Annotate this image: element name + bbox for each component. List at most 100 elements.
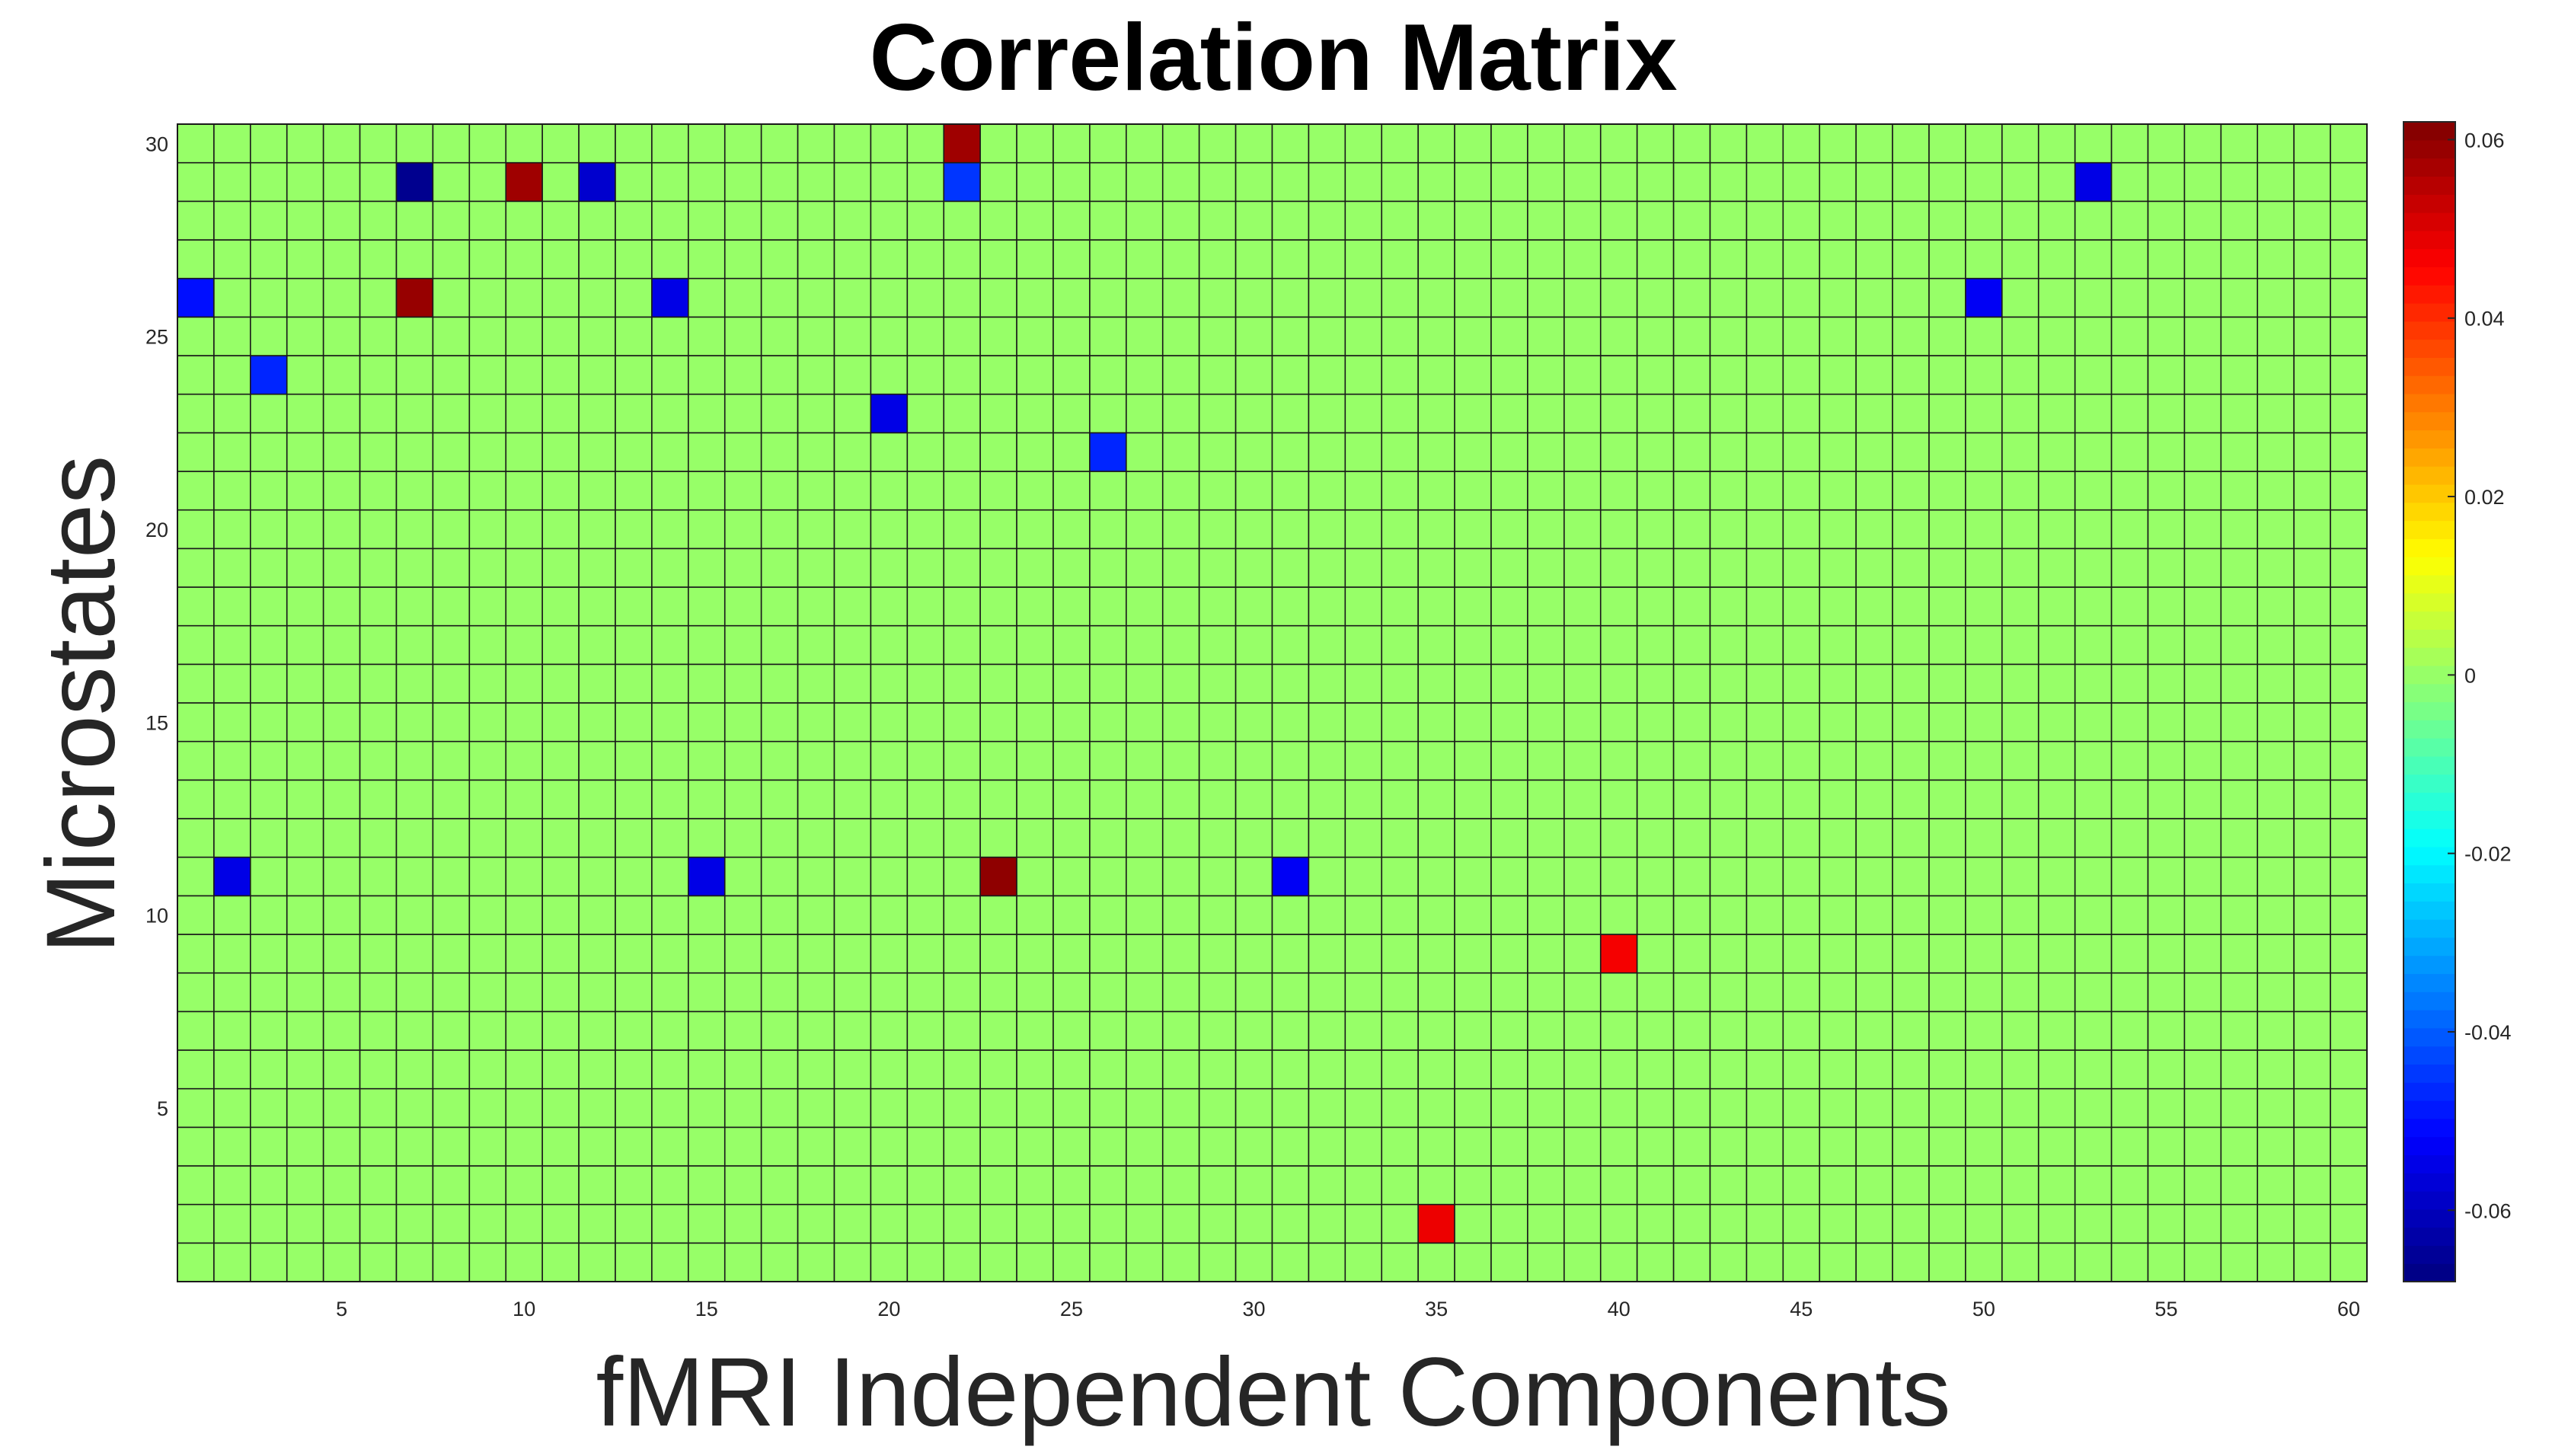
heatmap-cell: [833, 548, 872, 588]
colorbar-segment: [2404, 1027, 2455, 1047]
heatmap-cell: [870, 471, 909, 511]
heatmap-cell: [1234, 779, 1273, 819]
heatmap-cell: [651, 1242, 689, 1282]
heatmap-cell: [2147, 355, 2186, 395]
heatmap-cell: [505, 586, 543, 627]
heatmap-cell: [1161, 856, 1200, 897]
heatmap-cell: [1417, 779, 1455, 819]
heatmap-cell: [395, 316, 434, 356]
heatmap-cell: [1490, 355, 1528, 395]
heatmap-cell: [1636, 1242, 1675, 1282]
colorbar-segment: [2404, 1136, 2455, 1156]
heatmap-cell: [359, 779, 398, 819]
heatmap-cell: [213, 663, 251, 704]
heatmap-cell: [688, 740, 726, 781]
heatmap-cell: [2110, 1011, 2149, 1051]
heatmap-cell: [250, 1087, 288, 1129]
colorbar-segment: [2404, 919, 2455, 938]
heatmap-cell: [943, 432, 981, 472]
x-tick-label: 25: [1060, 1298, 1083, 1320]
heatmap-cell: [1052, 1242, 1091, 1282]
heatmap-cell: [1052, 1087, 1091, 1129]
heatmap-cell: [1381, 934, 1419, 974]
heatmap-cell: [1490, 239, 1528, 279]
heatmap-cell: [177, 316, 215, 356]
heatmap-cell: [688, 818, 726, 858]
heatmap-cell: [1527, 393, 1565, 434]
heatmap-cell: [1819, 624, 1857, 666]
heatmap-cell: [322, 1203, 361, 1244]
heatmap-cell: [1855, 624, 1893, 666]
heatmap-cell: [286, 1242, 324, 1282]
heatmap-cell: [177, 393, 215, 434]
heatmap-cell: [688, 895, 726, 935]
heatmap-cell: [1965, 1087, 2003, 1129]
heatmap-cell: [1636, 393, 1675, 434]
heatmap-cell: [1454, 856, 1492, 897]
heatmap-cell: [1052, 702, 1091, 742]
heatmap-cell: [1490, 123, 1528, 164]
heatmap-cell: [1417, 1087, 1455, 1129]
heatmap-cell: [1636, 471, 1675, 511]
heatmap-cell: [2220, 624, 2259, 666]
colorbar-segment: [2404, 267, 2455, 286]
heatmap-cell: [2220, 740, 2259, 781]
heatmap-cell: [1599, 1049, 1638, 1090]
heatmap-cell: [870, 355, 909, 395]
heatmap-cell: [1599, 895, 1638, 935]
heatmap-cell: [177, 509, 215, 550]
heatmap-cell: [1016, 818, 1054, 858]
heatmap-cell: [1089, 123, 1127, 164]
heatmap-cell: [1563, 818, 1602, 858]
heatmap-cell: [1746, 586, 1784, 627]
heatmap-cell: [1490, 316, 1528, 356]
heatmap-cell: [1234, 316, 1273, 356]
heatmap-cell: [1234, 702, 1273, 742]
heatmap-cell: [322, 1126, 361, 1167]
heatmap-cell: [979, 586, 1017, 627]
colorbar-segment: [2404, 1046, 2455, 1065]
colorbar-frame: [2403, 121, 2456, 1282]
heatmap-cell: [1819, 123, 1857, 164]
heatmap-cell: [870, 123, 909, 164]
heatmap-cell: [1892, 239, 1930, 279]
heatmap-cell: [2330, 316, 2368, 356]
heatmap-cell: [651, 123, 689, 164]
heatmap-cell: [1892, 1165, 1930, 1205]
heatmap-cell: [177, 895, 215, 935]
heatmap-cell: [1746, 779, 1784, 819]
heatmap-cell: [797, 161, 835, 203]
heatmap-cell: [177, 972, 215, 1013]
heatmap-cell: [2037, 1126, 2076, 1167]
heatmap-cell: [1161, 1126, 1200, 1167]
heatmap-cell-highlight: [578, 161, 616, 203]
heatmap-cell: [1709, 1087, 1748, 1129]
heatmap-cell: [870, 239, 909, 279]
heatmap-cell: [505, 393, 543, 434]
heatmap-cell: [615, 316, 653, 356]
heatmap-cell: [1161, 200, 1200, 241]
heatmap-cell: [2110, 548, 2149, 588]
heatmap-cell: [1892, 200, 1930, 241]
heatmap-cell: [1782, 432, 1821, 472]
heatmap-cell: [615, 1011, 653, 1051]
heatmap-cell: [2257, 123, 2295, 164]
heatmap-cell: [906, 663, 945, 704]
heatmap-cell: [1161, 161, 1200, 203]
heatmap-cell: [1746, 740, 1784, 781]
heatmap-cell: [1198, 316, 1237, 356]
heatmap-cell: [1928, 1165, 1966, 1205]
heatmap-cell: [979, 432, 1017, 472]
heatmap-cell: [468, 123, 507, 164]
heatmap-cell: [1016, 161, 1054, 203]
heatmap-cell: [250, 316, 288, 356]
heatmap-cell: [2037, 200, 2076, 241]
heatmap-cell: [906, 548, 945, 588]
heatmap-cell: [723, 316, 762, 356]
heatmap-cell: [870, 586, 909, 627]
heatmap-cell: [541, 663, 580, 704]
heatmap-cell: [615, 663, 653, 704]
heatmap-cell: [1527, 740, 1565, 781]
heatmap-cell: [2110, 1165, 2149, 1205]
heatmap-cell: [177, 1165, 215, 1205]
